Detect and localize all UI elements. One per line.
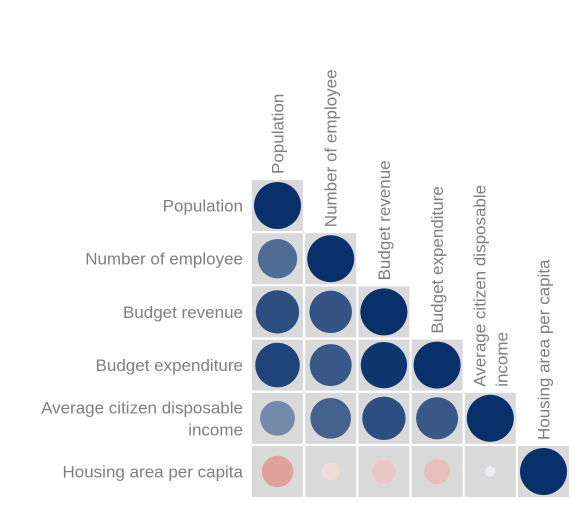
- column-label-line: Population: [269, 94, 288, 174]
- row-label-line: Budget expenditure: [96, 356, 243, 375]
- row-label-line: Number of employee: [85, 250, 243, 269]
- cell-layer: [252, 180, 569, 497]
- row-label-budget-expenditure: Budget expenditure: [96, 356, 243, 375]
- correlation-circle-2-2: [360, 288, 408, 336]
- correlation-circle-2-0: [255, 290, 300, 334]
- correlation-circle-3-2: [360, 341, 408, 389]
- correlation-circle-4-0: [260, 400, 295, 436]
- correlation-circle-1-0: [257, 239, 298, 279]
- correlation-circle-0-0: [254, 182, 301, 229]
- row-label-housing-area-per-capita: Housing area per capita: [62, 463, 243, 482]
- correlation-circle-5-2: [372, 459, 396, 484]
- correlation-circle-1-1: [307, 235, 355, 283]
- correlation-circle-5-4: [485, 466, 496, 477]
- column-label-budget-revenue: Budget revenue: [375, 160, 394, 280]
- row-label-budget-revenue: Budget revenue: [123, 303, 243, 322]
- column-label-line: Budget expenditure: [428, 186, 447, 333]
- correlation-circle-2-1: [309, 290, 352, 334]
- column-label-average-citizen-disposable-income: Average citizen disposable income: [470, 185, 511, 387]
- correlation-circle-4-2: [362, 396, 406, 440]
- column-label-line: Budget revenue: [375, 160, 394, 280]
- row-label-line: Population: [163, 197, 243, 216]
- column-label-line: Housing area per capita: [535, 259, 554, 440]
- column-label-layer: Population Number of employee Budget reven…: [269, 69, 554, 440]
- correlation-circle-5-0: [261, 455, 294, 488]
- row-label-population: Population: [163, 197, 243, 216]
- column-label-housing-area-per-capita: Housing area per capita: [535, 259, 554, 440]
- column-label-line: Average citizen disposable: [470, 185, 489, 387]
- column-label-budget-expenditure: Budget expenditure: [428, 186, 447, 333]
- row-label-layer: Population Number of employee Budget reven…: [41, 197, 243, 482]
- correlation-circle-3-3: [413, 341, 461, 389]
- row-label-line: Average citizen disposable: [41, 398, 243, 417]
- correlation-circle-5-5: [520, 448, 567, 495]
- row-label-line: Housing area per capita: [62, 463, 243, 482]
- row-label-line: income: [188, 420, 243, 439]
- correlation-circle-5-3: [424, 458, 450, 485]
- row-label-number-of-employee: Number of employee: [85, 250, 243, 269]
- row-label-average-citizen-disposable-income: Average citizen disposable income: [41, 398, 243, 439]
- correlation-circle-4-3: [416, 397, 459, 440]
- column-label-population: Population: [269, 94, 288, 174]
- correlation-circle-4-4: [466, 394, 514, 442]
- correlation-circle-4-1: [310, 397, 352, 439]
- correlation-circle-3-0: [255, 342, 300, 388]
- row-label-line: Budget revenue: [123, 303, 243, 322]
- column-label-line: Number of employee: [322, 69, 341, 227]
- correlation-circle-5-1: [321, 462, 340, 481]
- correlation-circle-3-1: [309, 344, 352, 387]
- column-label-line: income: [492, 332, 511, 387]
- column-label-number-of-employee: Number of employee: [322, 69, 341, 227]
